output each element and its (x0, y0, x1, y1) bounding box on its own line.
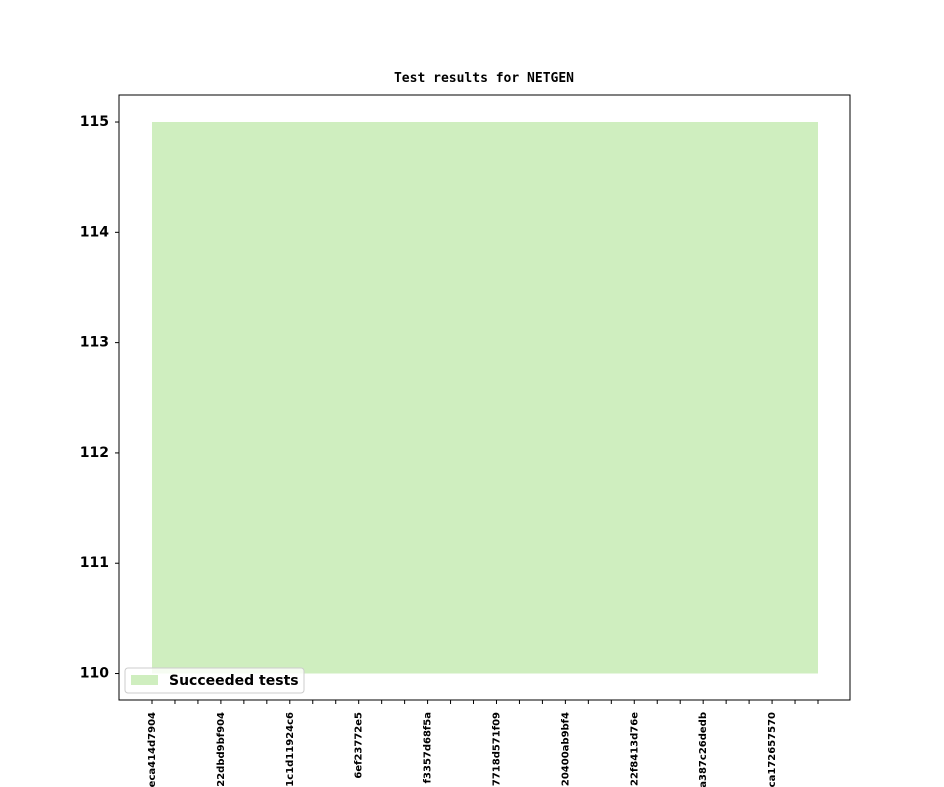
legend-label: Succeeded tests (169, 673, 299, 689)
area (152, 122, 818, 674)
x-tick-label: ca172657570 (767, 712, 778, 787)
x-tick-label: 1c1d11924c6 (285, 712, 296, 787)
x-tick-label: 6ef23772e5 (354, 712, 365, 779)
x-tick-label: f3357d68f5a (423, 712, 434, 783)
x-tick-label: a387c26dedb (698, 712, 709, 787)
y-tick-label: 110 (80, 666, 109, 682)
x-tick-label: 20400ab9bf4 (560, 712, 571, 786)
x-tick-label: 22f8413d76e (629, 712, 640, 786)
legend-swatch (131, 675, 158, 685)
plot-frame (118, 94, 851, 701)
x-tick-label: eca414d7904 (147, 712, 158, 787)
legend-box (124, 667, 305, 694)
x-tick-label: 7718d571f09 (491, 712, 502, 786)
y-tick-label: 112 (80, 445, 109, 461)
y-tick-label: 115 (80, 114, 109, 130)
y-tick-label: 113 (80, 335, 109, 351)
y-tick-label: 111 (80, 555, 109, 571)
x-tick-label: 22dbd9bf904 (216, 712, 227, 787)
y-tick-label: 114 (80, 224, 109, 240)
chart-title: Test results for NETGEN (394, 71, 574, 86)
